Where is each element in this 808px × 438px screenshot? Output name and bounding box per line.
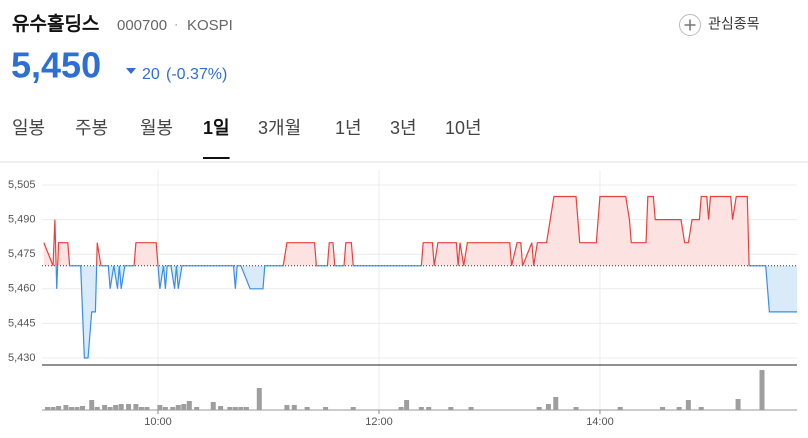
- volume-bar: [181, 404, 187, 410]
- plus-icon: [679, 14, 701, 36]
- volume-bar: [113, 405, 119, 410]
- volume-bar: [102, 405, 108, 410]
- volume-bar: [80, 406, 86, 410]
- y-tick-label: 5,430: [8, 352, 36, 364]
- volume-bar: [186, 401, 192, 410]
- tab[interactable]: 3년: [390, 118, 417, 138]
- volume-bar: [426, 407, 432, 410]
- volume-bar: [398, 407, 404, 410]
- stock-name: 유수홀딩스: [12, 12, 99, 35]
- separator: ·: [174, 16, 178, 31]
- volume-bar: [144, 407, 150, 410]
- volume-bar: [617, 407, 623, 410]
- volume-bar: [573, 407, 579, 410]
- volume-bar: [118, 404, 124, 410]
- price: 5,450: [11, 45, 101, 86]
- volume-bar: [350, 407, 356, 410]
- volume-bar: [56, 406, 62, 410]
- volume-bar: [157, 405, 163, 410]
- volume-bar: [89, 400, 95, 410]
- volume-bar: [107, 407, 113, 410]
- volume-bar: [175, 405, 181, 410]
- tab[interactable]: 1일: [203, 118, 230, 138]
- volume-bar: [698, 407, 704, 410]
- tab[interactable]: 주봉: [75, 118, 108, 138]
- volume-bar: [210, 402, 216, 410]
- y-tick-label: 5,505: [8, 179, 36, 191]
- area-down: [56, 265, 797, 358]
- volume-bar: [545, 404, 551, 410]
- tab[interactable]: 1년: [335, 118, 362, 138]
- volume-bar: [536, 407, 542, 410]
- volume-bar: [685, 400, 691, 410]
- watch-label: 관심종목: [708, 16, 760, 32]
- line-down: [52, 265, 797, 359]
- volume-bar: [126, 404, 132, 410]
- x-tick-label: 14:00: [586, 416, 614, 428]
- change: 20: [142, 66, 160, 83]
- volume-bar: [735, 399, 741, 410]
- stock-code: 000700: [117, 17, 167, 34]
- volume-bar: [238, 407, 244, 410]
- area-up: [43, 196, 797, 266]
- volume-bar: [256, 388, 262, 410]
- volume-bar: [162, 407, 168, 410]
- volume-bar: [218, 406, 224, 410]
- y-tick-label: 5,475: [8, 248, 36, 260]
- y-tick-label: 5,490: [8, 214, 36, 226]
- x-tick-label: 10:00: [144, 416, 172, 428]
- volume-bar: [468, 407, 474, 410]
- tab[interactable]: 10년: [445, 118, 482, 138]
- volume-bar: [291, 405, 297, 410]
- volume-bar: [63, 405, 69, 410]
- volume-bar: [133, 404, 139, 410]
- down-arrow: [126, 68, 136, 74]
- tab[interactable]: 3개월: [258, 118, 301, 138]
- y-tick-label: 5,445: [8, 317, 36, 329]
- line-up: [43, 195, 767, 266]
- change-pct: (-0.37%): [166, 66, 227, 83]
- volume-bar: [759, 370, 765, 410]
- market: KOSPI: [187, 17, 233, 34]
- volume-bar: [284, 405, 290, 410]
- volume-bar: [676, 407, 682, 410]
- tab[interactable]: 월봉: [140, 118, 173, 138]
- y-tick-label: 5,460: [8, 283, 36, 295]
- volume-bar: [50, 407, 56, 410]
- volume-bar: [243, 407, 249, 410]
- volume-bar: [138, 407, 144, 410]
- volume-bar: [304, 407, 310, 410]
- volume-bar: [74, 407, 80, 410]
- volume-bar: [194, 407, 200, 410]
- x-tick-label: 12:00: [365, 416, 393, 428]
- volume-bar: [45, 407, 51, 410]
- volume-bar: [232, 407, 238, 410]
- volume-bar: [227, 407, 233, 410]
- volume-bar: [94, 407, 100, 410]
- watch-button[interactable]: 관심종목: [679, 14, 760, 36]
- volume-bar: [68, 407, 74, 410]
- volume-bar: [404, 400, 410, 410]
- volume-bar: [660, 407, 666, 410]
- volume-bar: [418, 407, 424, 410]
- plus-sign: [684, 19, 696, 31]
- volume-bar: [448, 407, 454, 410]
- volume-bar: [170, 407, 176, 410]
- volume-bar: [553, 397, 559, 410]
- tab[interactable]: 일봉: [12, 118, 45, 138]
- volume-bar: [323, 407, 329, 410]
